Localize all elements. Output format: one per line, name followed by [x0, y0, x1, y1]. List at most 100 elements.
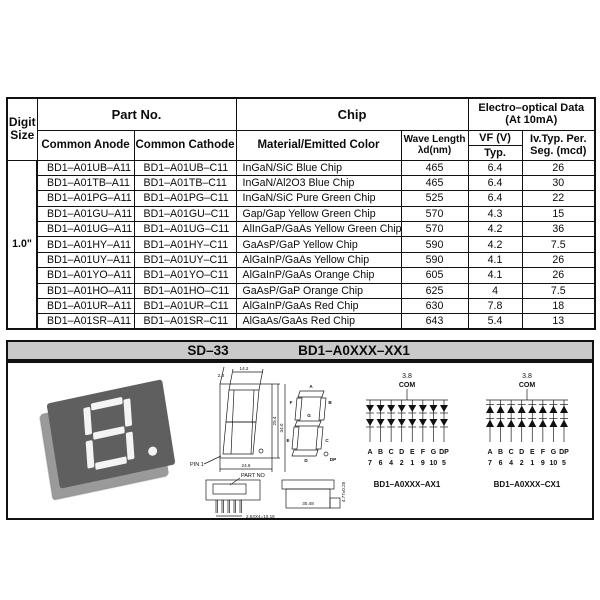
cell-iv: 26 [521, 159, 596, 176]
cell-vf: 4.1 [467, 267, 523, 284]
cell-vf: 4.2 [467, 236, 523, 253]
cell-common-cathode: BD1–A01UB–C11 [133, 159, 237, 176]
iv-header: Iv.Typ. Per. Seg. (mcd) [521, 129, 596, 161]
segment-diagram: A F B G E C D DP [286, 384, 336, 463]
seg-b-shape [318, 397, 327, 421]
table-row: BD1–A01UY–A11 BD1–A01UY–C11 AlGaInP/GaAs Y… [7, 251, 596, 269]
cell-iv: 30 [521, 174, 596, 192]
table-row: BD1–A01YO–A11 BD1–A01YO–C11 AlGaInP/GaAs O… [7, 267, 596, 284]
cell-common-cathode: BD1–A01HY–C11 [133, 236, 237, 253]
cell-material: InGaN/SiC Blue Chip [235, 159, 402, 176]
display-body [46, 379, 176, 489]
profile-top [281, 479, 335, 490]
pin-number: 1 [530, 460, 534, 467]
pin-number: 5 [442, 460, 446, 467]
dim-total-height: 34.0 [279, 423, 284, 432]
cell-common-cathode: BD1–A01HO–C11 [133, 282, 237, 300]
cell-vf: 6.4 [467, 190, 523, 207]
digit-inner-line [230, 389, 235, 455]
pin-number: 1 [410, 460, 414, 467]
table-row: BD1–A01TB–A11 BD1–A01TB–C11 InGaN/Al2O3 Bl… [7, 174, 596, 192]
segment-d [95, 456, 127, 470]
pin-letter: DP [559, 449, 569, 456]
package-band: SD–33 BD1–A0XXX–XX1 [6, 340, 594, 361]
diode-icon [387, 405, 396, 412]
cell-iv: 18 [521, 298, 596, 315]
cell-iv: 22 [521, 190, 596, 207]
pin-letter: D [399, 449, 404, 456]
cell-common-anode: BD1–A01HY–A11 [36, 236, 135, 253]
cell-material: AlGaInP/GaAs Yellow Chip [235, 251, 402, 269]
cell-vf: 5.4 [467, 313, 523, 330]
com-voltage: 3.8 [402, 373, 412, 380]
cell-common-anode: BD1–A01UR–A11 [36, 298, 135, 315]
iv-line2: Seg. (mcd) [530, 145, 587, 157]
cell-common-cathode: BD1–A01TB–C11 [133, 174, 237, 192]
pin-number: 2 [400, 460, 404, 467]
series-part-number: BD1–A0XXX–XX1 [298, 343, 410, 358]
seg-d-shape [291, 449, 319, 457]
com-voltage: 3.8 [522, 373, 532, 380]
diode-icon [418, 405, 427, 412]
pin-number: 4 [389, 460, 393, 467]
cell-wavelength: 605 [400, 267, 469, 284]
diode-icon [376, 419, 385, 426]
pin-number: 7 [488, 460, 492, 467]
seg-label-g: G [307, 413, 311, 418]
diode-icon [376, 405, 385, 412]
chip-header: Chip [235, 97, 469, 131]
cell-material: Gap/Gap Yellow Green Chip [235, 205, 402, 223]
pin-letter: F [421, 449, 426, 456]
diode-icon [559, 419, 568, 427]
pin-letter: B [378, 449, 383, 456]
circuit-label-anode: BD1–A0XXX–AX1 [374, 480, 441, 489]
seg-a-shape [297, 390, 325, 398]
diode-icon [538, 419, 547, 427]
diode-icon [528, 405, 537, 413]
digit-lower-outline [222, 421, 257, 455]
pin1-leader [203, 455, 222, 465]
pin-letter: C [389, 449, 394, 456]
pin-letter: A [487, 449, 492, 456]
dp-outline [258, 448, 264, 454]
pin-number: 9 [541, 460, 545, 467]
pin-letter: E [410, 449, 415, 456]
cell-wavelength: 643 [400, 313, 469, 330]
pin-number: 10 [550, 460, 558, 467]
spec-table: Digit Size Part No. Chip Electro–optical… [6, 97, 597, 331]
iv-line1: Iv.Typ. Per. [530, 133, 587, 145]
segment-e [85, 439, 95, 469]
cell-common-anode: BD1–A01PG–A11 [36, 190, 135, 207]
diode-icon [429, 419, 438, 426]
digit-size-line2: Size [10, 128, 35, 143]
diode-icon [408, 405, 417, 412]
dim-top-width: 14.2 [240, 366, 249, 371]
front-view-outline [219, 383, 273, 459]
cell-iv: 26 [521, 251, 596, 269]
diode-icon [408, 419, 417, 426]
common-cathode-header: Common Cathode [133, 129, 237, 161]
decimal-point [147, 445, 158, 457]
cell-common-anode: BD1–A01TB–A11 [36, 174, 135, 192]
seg-c-shape [315, 426, 324, 450]
table-row: 1.0" BD1–A01UB–A11 BD1–A01UB–C11 InGaN/SiC … [6, 159, 596, 330]
electro-optical-header: Electro–optical Data (At 10mA) [467, 97, 596, 131]
cell-wavelength: 625 [400, 282, 469, 300]
diode-icon [439, 419, 448, 426]
cell-common-cathode: BD1–A01UG–C11 [133, 221, 237, 238]
pin-letter: G [551, 449, 557, 456]
diode-icon [429, 405, 438, 412]
dim-bottom-width: 30.48 [302, 501, 314, 506]
pin-letter: A [367, 449, 372, 456]
digit-size-line1: Digit [8, 115, 36, 130]
cell-common-cathode: BD1–A01GU–C11 [133, 205, 237, 223]
pin-number: 5 [562, 460, 566, 467]
cell-common-cathode: BD1–A01YO–C11 [133, 267, 237, 284]
cell-common-anode: BD1–A01SR–A11 [36, 313, 135, 330]
cell-vf: 6.4 [467, 174, 523, 192]
diode-icon [549, 419, 558, 427]
